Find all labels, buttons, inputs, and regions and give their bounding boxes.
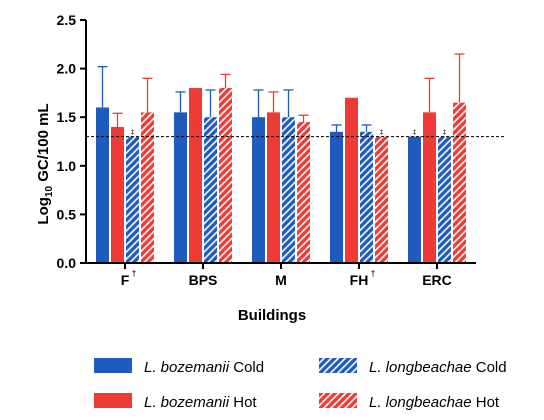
legend-label: L. bozemanii Cold [144,359,264,376]
legend-temperature: Cold [229,359,264,376]
legend-label: L. bozemanii Hot [144,394,257,411]
y-tick-label: 0.5 [57,206,77,222]
bar [438,136,451,263]
bar [189,88,202,263]
legend-label: L. longbeachae Cold [369,359,507,376]
bar [267,112,280,263]
x-tick-label: BPS [189,272,218,288]
significance-marks: ‡ ‡ ‡ ‡ [131,129,447,137]
x-axis-ticks: F † BPS M FH † ERC [121,263,452,288]
y-axis-ticks: 0.0 0.5 1.0 1.5 2.0 2.5 [57,12,86,271]
significance-mark: ‡ [413,129,417,137]
bar [141,112,154,263]
x-tick-label: ERC [422,272,452,288]
bar [204,117,217,263]
legend-temperature: Hot [229,394,257,411]
significance-mark: ‡ [443,129,447,137]
x-tick-label: F [121,272,130,288]
legend-species: L. longbeachae [369,394,472,411]
bar [252,117,265,263]
y-tick-label: 1.5 [57,109,77,125]
bar [282,117,295,263]
y-axis-title-rest: GC/100 mL [35,103,52,186]
legend-temperature: Cold [472,359,507,376]
bars-group [96,53,466,264]
bar [111,126,124,263]
legend-label: L. longbeachae Hot [369,394,500,411]
legend-swatch [319,358,357,373]
bar [297,122,310,263]
bar [408,136,421,263]
x-tick-dagger: † [132,269,136,278]
significance-mark: ‡ [131,129,135,137]
bar [423,112,436,263]
legend-species: L. bozemanii [144,394,230,411]
y-tick-label: 2.0 [57,61,77,77]
bar [96,107,109,263]
y-tick-label: 2.5 [57,12,77,28]
y-tick-label: 0.0 [57,255,77,271]
x-tick-label: M [275,272,287,288]
y-axis-title-main: Log [35,197,52,225]
legend-temperature: Hot [472,394,500,411]
y-axis-title-subscript: 10 [44,186,55,198]
bar [375,136,388,263]
legend-swatch [94,358,132,373]
bar [453,102,466,264]
bar [126,136,139,263]
significance-mark: ‡ [380,129,384,137]
legend-species: L. bozemanii [144,359,230,376]
legend-swatch [319,393,357,408]
y-axis-title: Log10 GC/100 mL [35,103,55,224]
bar [360,131,373,263]
x-axis-title: Buildings [238,307,306,324]
bar [330,131,343,263]
bar [174,112,187,263]
bar [219,88,232,263]
bar [345,97,358,263]
y-tick-label: 1.0 [57,158,77,174]
x-tick-dagger: † [371,269,375,278]
x-tick-label: FH [350,272,369,288]
legend-swatch [94,393,132,408]
legend-species: L. longbeachae [369,359,472,376]
